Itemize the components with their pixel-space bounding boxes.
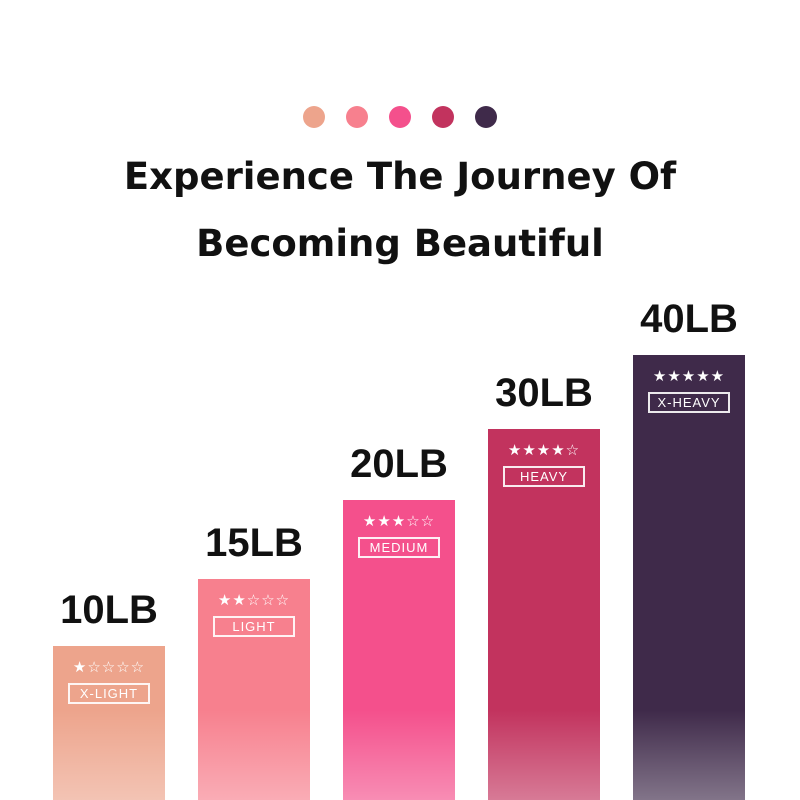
level-label: X-HEAVY: [648, 392, 730, 413]
value-label: 40LB: [640, 297, 738, 341]
star-rating-icon: ★☆☆☆☆: [72, 658, 146, 676]
value-label: 30LB: [495, 371, 593, 415]
star-rating-icon: ★★★★☆: [507, 441, 581, 459]
title-line-2: Becoming Beautiful: [196, 222, 604, 265]
value-label: 15LB: [205, 521, 303, 565]
color-dot: [303, 106, 325, 128]
bar: ★★★☆☆ MEDIUM: [343, 500, 455, 800]
star-rating-icon: ★★☆☆☆: [217, 591, 291, 609]
level-label: LIGHT: [213, 616, 295, 637]
bar: ★☆☆☆☆ X-LIGHT: [53, 646, 165, 800]
level-label: MEDIUM: [358, 537, 440, 558]
star-rating-icon: ★★★☆☆: [362, 512, 436, 530]
value-label: 10LB: [60, 588, 158, 632]
color-dots: [0, 106, 800, 128]
level-label: HEAVY: [503, 466, 585, 487]
value-label: 20LB: [350, 442, 448, 486]
color-dot: [475, 106, 497, 128]
star-rating-icon: ★★★★★: [652, 367, 726, 385]
bar: ★★★★★ X-HEAVY: [633, 355, 745, 800]
color-dot: [389, 106, 411, 128]
color-dot: [346, 106, 368, 128]
title-line-1: Experience The Journey Of: [123, 155, 677, 198]
color-dot: [432, 106, 454, 128]
level-label: X-LIGHT: [68, 683, 150, 704]
bar: ★★★★☆ HEAVY: [488, 429, 600, 800]
bar: ★★☆☆☆ LIGHT: [198, 579, 310, 800]
